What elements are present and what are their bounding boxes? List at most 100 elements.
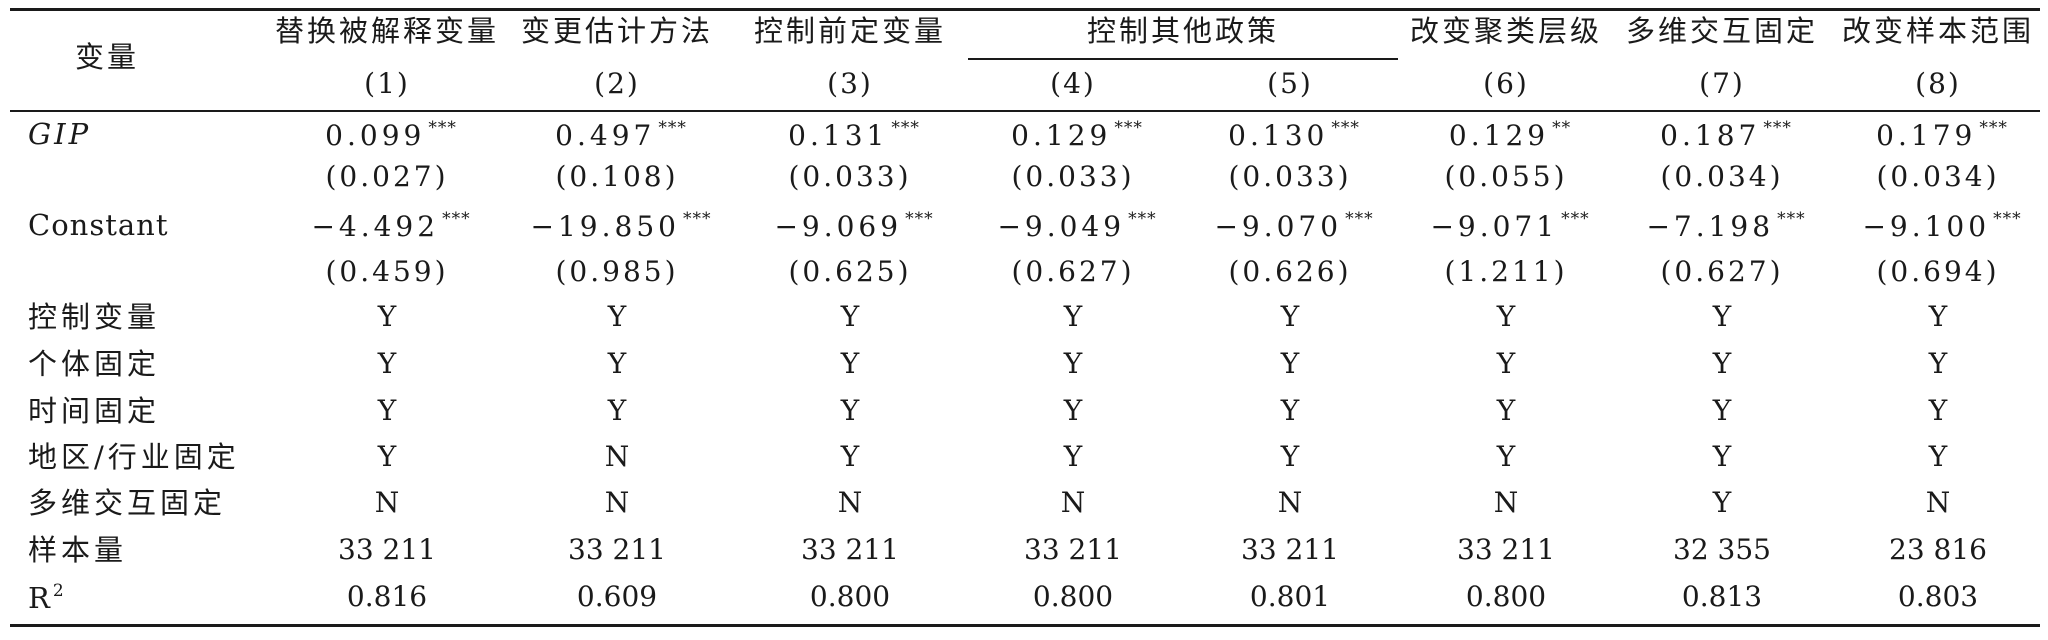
gip-se-cell: (0.034) [1876, 160, 2000, 193]
significance-stars: *** [1114, 118, 1143, 138]
r2-superscript: 2 [52, 581, 65, 601]
constant-coef-cell: −9.070 *** [1214, 209, 1374, 243]
multi-interaction-fe-cell: Y [1712, 486, 1732, 519]
constant-se-cell: (0.627) [1660, 255, 1784, 288]
top-rule [10, 8, 2040, 11]
row-label-constant: Constant [28, 208, 169, 242]
bottom-rule [10, 624, 2040, 627]
significance-stars: *** [442, 209, 471, 229]
column-title-1: 替换被解释变量 [274, 14, 500, 48]
r2-cell: 0.801 [1249, 580, 1331, 613]
controls-cell: Y [1928, 300, 1948, 333]
significance-stars: *** [1993, 209, 2022, 229]
controls-cell: Y [1280, 300, 1300, 333]
sample-size-cell: 23 816 [1889, 533, 1987, 566]
individual-fe-cell: Y [1496, 347, 1516, 380]
column-title-2: 变更估计方法 [520, 14, 714, 48]
individual-fe-cell: Y [607, 347, 627, 380]
multi-interaction-fe-cell: N [1060, 486, 1086, 519]
significance-stars: *** [1128, 209, 1157, 229]
gip-se-cell: (0.033) [1011, 160, 1135, 193]
column-title-3: 控制前定变量 [753, 14, 947, 48]
r2-cell: 0.609 [576, 580, 658, 613]
constant-se-cell: (0.985) [555, 255, 679, 288]
row-label-controls: 控制变量 [28, 300, 161, 334]
significance-stars: *** [1345, 209, 1374, 229]
column-number-4: (4) [1050, 67, 1096, 100]
multi-interaction-fe-cell: N [374, 486, 400, 519]
r2-cell: 0.800 [809, 580, 891, 613]
region-industry-fe-cell: Y [377, 440, 397, 473]
column-number-5: (5) [1267, 67, 1313, 100]
gip-coef-cell: 0.129 ** [1448, 118, 1572, 152]
significance-stars: *** [682, 209, 712, 229]
significance-stars: *** [1979, 118, 2008, 138]
time-fe-cell: Y [1496, 394, 1516, 427]
row-label-individual-fe: 个体固定 [28, 347, 161, 381]
multi-interaction-fe-cell: N [604, 486, 630, 519]
significance-stars: ** [1552, 118, 1572, 138]
significance-stars: *** [428, 118, 457, 138]
time-fe-cell: Y [1063, 394, 1083, 427]
gip-se-cell: (0.055) [1444, 160, 1568, 193]
variable-header: 变量 [75, 40, 140, 74]
gip-coef-cell: 0.497 *** [555, 118, 687, 152]
column-number-2: (2) [594, 67, 640, 100]
region-industry-fe-cell: Y [840, 440, 860, 473]
controls-cell: Y [1063, 300, 1083, 333]
sample-size-cell: 33 211 [801, 533, 899, 566]
constant-coef-cell: −9.049 *** [997, 209, 1157, 243]
constant-se-cell: (0.694) [1876, 255, 2000, 288]
gip-coef-cell: 0.179 *** [1876, 118, 2008, 152]
individual-fe-cell: Y [1928, 347, 1948, 380]
controls-cell: Y [1496, 300, 1516, 333]
constant-se-cell: (0.627) [1011, 255, 1135, 288]
sample-size-cell: 33 211 [1024, 533, 1122, 566]
region-industry-fe-cell: Y [1712, 440, 1732, 473]
constant-coef-cell: −9.071 *** [1430, 209, 1590, 243]
row-label-region-industry-fe: 地区/行业固定 [28, 440, 240, 474]
significance-stars: *** [905, 209, 934, 229]
column-title-6: 改变聚类层级 [1409, 14, 1603, 48]
constant-se-cell: (0.626) [1228, 255, 1352, 288]
column-title-7: 多维交互固定 [1625, 14, 1819, 48]
constant-se-cell: (0.625) [788, 255, 912, 288]
column-number-7: (7) [1699, 67, 1745, 100]
row-label-sample-size: 样本量 [28, 533, 128, 567]
constant-coef-cell: −19.850 *** [530, 209, 712, 243]
multi-interaction-fe-cell: N [1493, 486, 1519, 519]
gip-se-cell: (0.033) [1228, 160, 1352, 193]
constant-se-cell: (0.459) [325, 255, 449, 288]
gip-coef-cell: 0.099 *** [325, 118, 457, 152]
header-rule [10, 110, 2040, 112]
gip-coef-cell: 0.130 *** [1228, 118, 1360, 152]
significance-stars: *** [658, 118, 687, 138]
time-fe-cell: Y [377, 394, 397, 427]
multi-interaction-fe-cell: N [837, 486, 863, 519]
gip-se-cell: (0.027) [325, 160, 449, 193]
sample-size-cell: 33 211 [1457, 533, 1555, 566]
individual-fe-cell: Y [1063, 347, 1083, 380]
row-label-gip: GIP [28, 117, 92, 151]
time-fe-cell: Y [607, 394, 627, 427]
time-fe-cell: Y [1928, 394, 1948, 427]
significance-stars: *** [1561, 209, 1590, 229]
significance-stars: *** [1331, 118, 1360, 138]
significance-stars: *** [891, 118, 920, 138]
region-industry-fe-cell: Y [1280, 440, 1300, 473]
region-industry-fe-cell: Y [1063, 440, 1083, 473]
time-fe-cell: Y [840, 394, 860, 427]
individual-fe-cell: Y [840, 347, 860, 380]
column-number-6: (6) [1483, 67, 1529, 100]
row-label-time-fe: 时间固定 [28, 394, 161, 428]
r2-cell: 0.813 [1681, 580, 1763, 613]
controls-cell: Y [840, 300, 860, 333]
group-underline [968, 58, 1398, 60]
column-number-3: (3) [827, 67, 873, 100]
constant-se-cell: (1.211) [1444, 255, 1568, 288]
gip-se-cell: (0.033) [788, 160, 912, 193]
r2-cell: 0.816 [346, 580, 428, 613]
r2-cell: 0.800 [1465, 580, 1547, 613]
multi-interaction-fe-cell: N [1277, 486, 1303, 519]
